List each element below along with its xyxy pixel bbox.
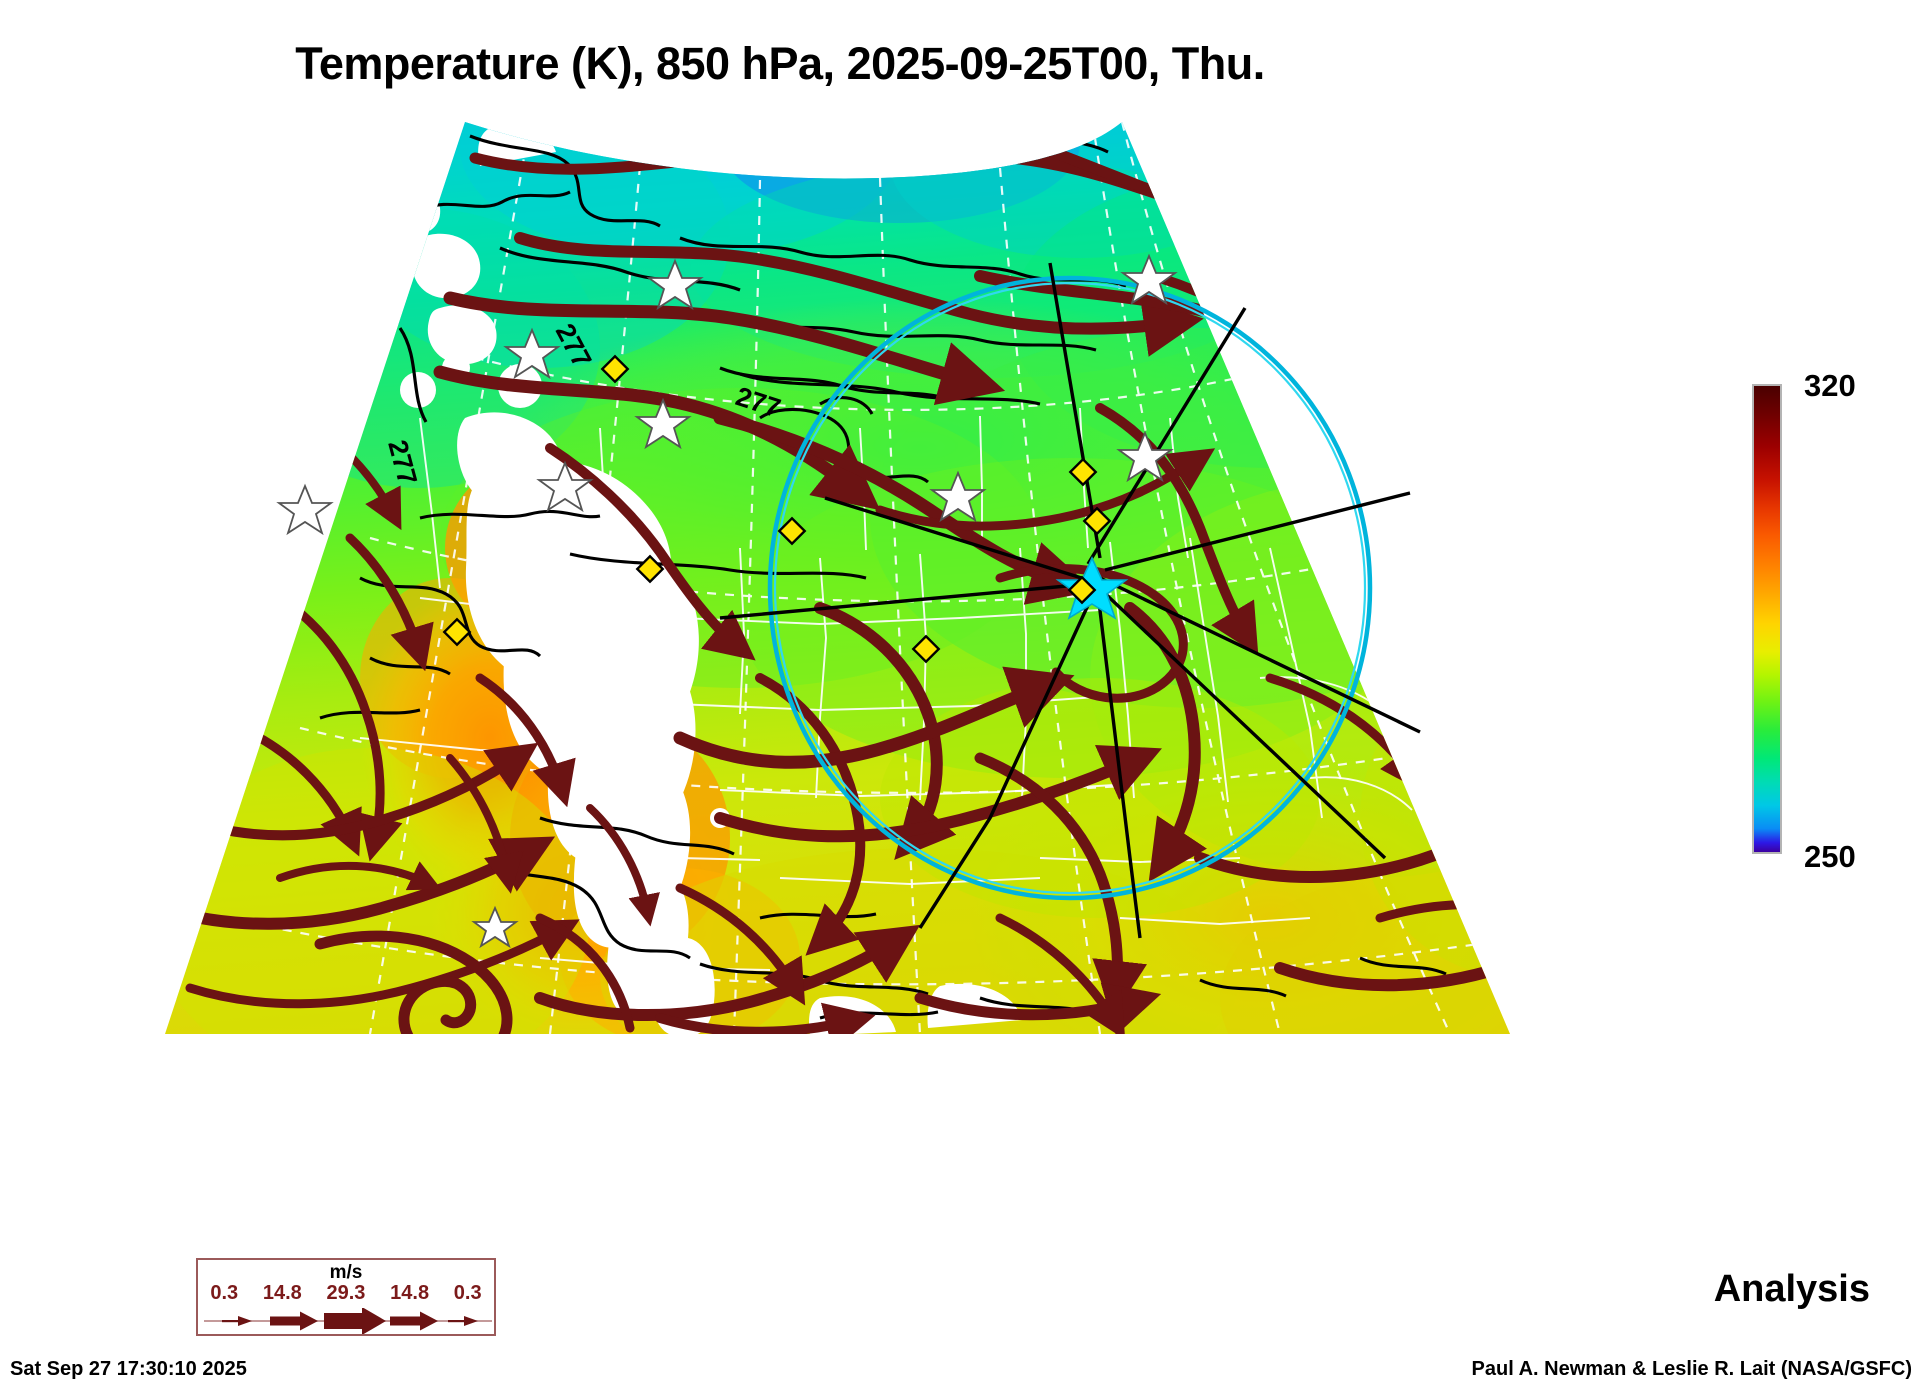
page-title: Temperature (K), 850 hPa, 2025-09-25T00,… <box>295 38 1265 89</box>
wind-tick-2: 14.8 <box>262 1282 302 1304</box>
wind-legend-units: m/s <box>329 1262 363 1283</box>
author-credit: Paul A. Newman & Leslie R. Lait (NASA/GS… <box>1471 1358 1912 1380</box>
map-plot-area[interactable]: 277 277 277 <box>120 118 1600 1038</box>
colorbar-max-label: 320 <box>1804 368 1856 403</box>
flight-tracks[interactable] <box>719 262 1421 939</box>
colorbar-gradient <box>1752 384 1782 854</box>
station-markers-diamond[interactable] <box>442 354 1112 664</box>
wind-legend-ticks: 0.3 14.8 29.3 14.8 0.3 <box>198 1282 494 1305</box>
colorbar-min-label: 250 <box>1804 839 1856 874</box>
wind-legend-arrows <box>204 1308 492 1334</box>
wind-tick-4: 14.8 <box>390 1282 430 1304</box>
station-markers-star[interactable] <box>276 253 1178 949</box>
wind-tick-5: 0.3 <box>453 1282 482 1304</box>
generation-timestamp: Sat Sep 27 17:30:10 2025 <box>10 1358 247 1380</box>
range-ring <box>767 275 1373 901</box>
wind-tick-1: 0.3 <box>210 1282 239 1304</box>
analysis-label: Analysis <box>1713 1268 1870 1310</box>
wind-speed-legend: m/s 0.3 14.8 29.3 14.8 0.3 <box>196 1258 496 1336</box>
wind-tick-3: 29.3 <box>326 1282 366 1304</box>
contour-label-group: 277 277 277 <box>382 319 784 488</box>
colorbar: 320 250 <box>1752 312 1922 874</box>
